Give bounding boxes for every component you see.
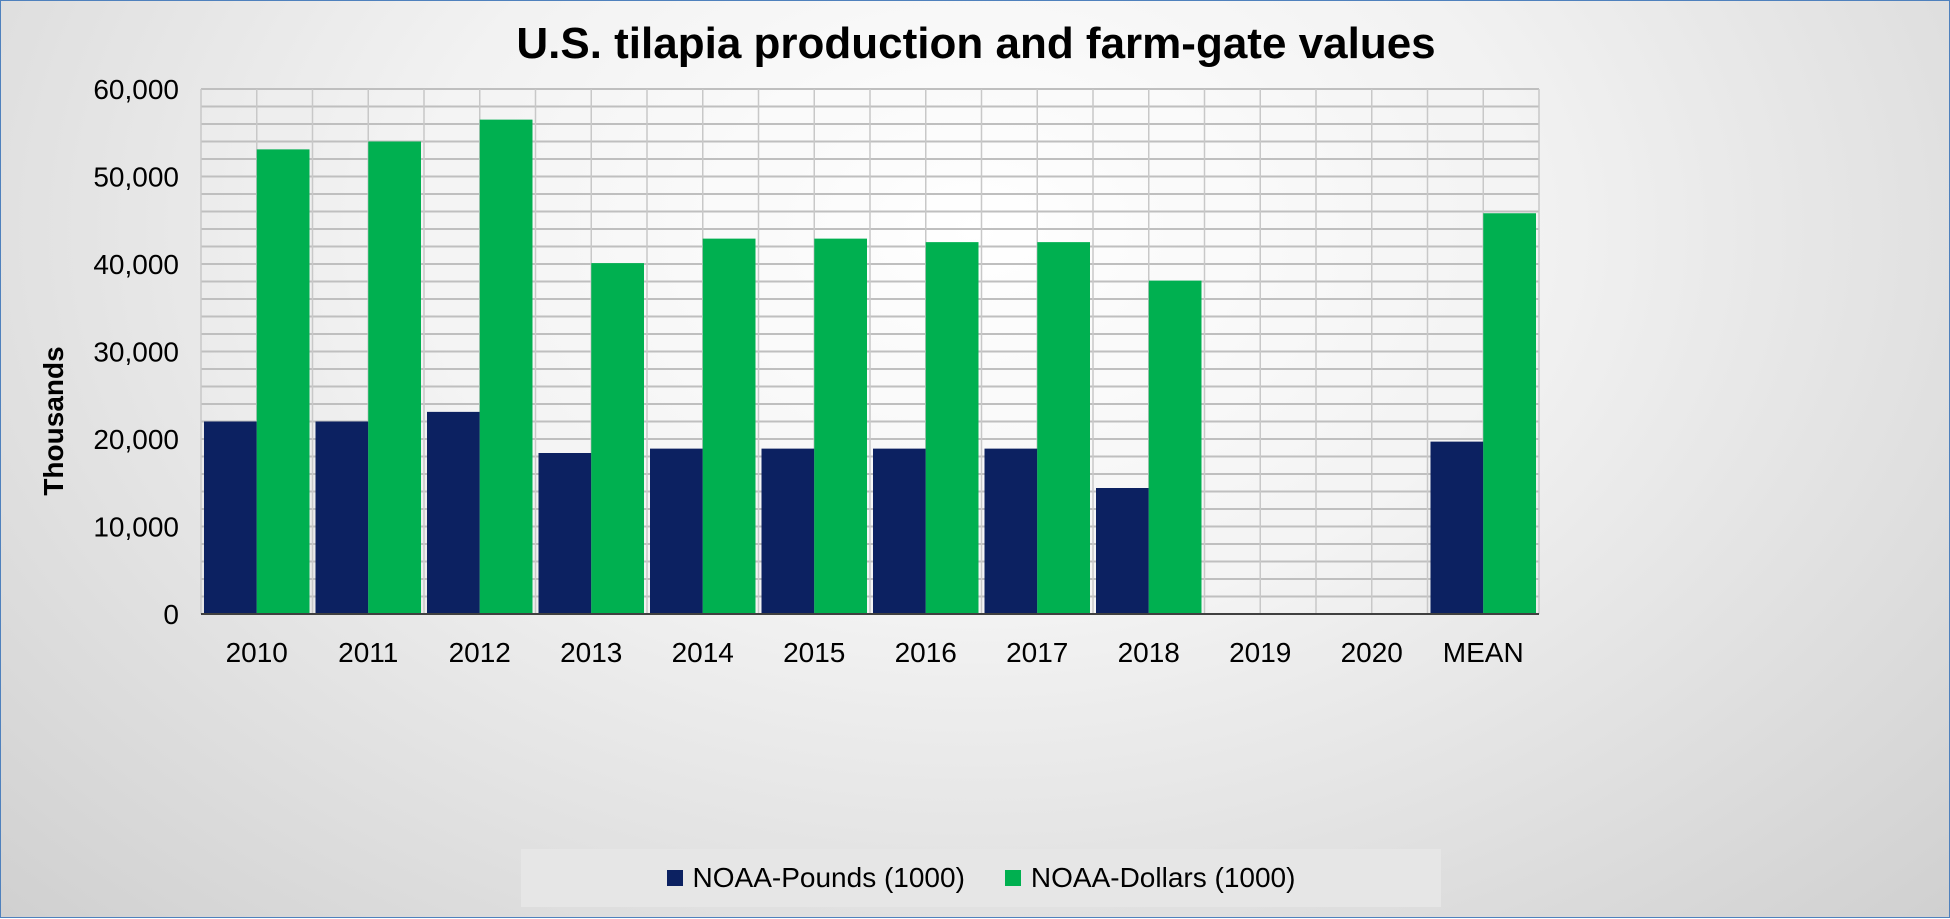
x-tick-label: 2010 — [226, 637, 288, 668]
bar-dollars-2011 — [368, 141, 421, 614]
legend-item-pounds: NOAA-Pounds (1000) — [666, 862, 965, 894]
y-tick-label: 60,000 — [93, 74, 179, 105]
legend-label-pounds: NOAA-Pounds (1000) — [692, 862, 965, 893]
legend-label-dollars: NOAA-Dollars (1000) — [1030, 862, 1296, 893]
x-tick-label: 2017 — [1006, 637, 1068, 668]
bar-pounds-2012 — [427, 411, 480, 614]
bar-pounds-2014 — [650, 448, 703, 614]
bar-dollars-2014 — [702, 238, 756, 614]
y-tick-label: 40,000 — [93, 249, 179, 280]
bar-dollars-2010 — [256, 149, 310, 614]
bar-dollars-2012 — [479, 119, 533, 614]
y-tick-label: 30,000 — [93, 337, 179, 368]
bar-dollars-2013 — [591, 263, 644, 614]
x-tick-label: 2015 — [783, 637, 845, 668]
y-tick-label: 20,000 — [93, 424, 179, 455]
x-tick-label: MEAN — [1443, 637, 1524, 668]
bar-pounds-2010 — [204, 421, 257, 614]
bar-pounds-2013 — [538, 453, 592, 614]
bar-pounds-MEAN — [1430, 441, 1484, 614]
y-tick-label: 10,000 — [93, 512, 179, 543]
x-tick-label: 2012 — [449, 637, 511, 668]
x-tick-label: 2014 — [672, 637, 734, 668]
bar-dollars-MEAN — [1483, 213, 1536, 614]
legend: NOAA-Pounds (1000) NOAA-Dollars (1000) — [521, 849, 1441, 907]
bar-pounds-2016 — [873, 448, 926, 614]
legend-swatch-dollars — [1004, 870, 1021, 886]
bar-pounds-2018 — [1096, 488, 1149, 614]
bar-pounds-2015 — [761, 448, 815, 614]
bar-pounds-2017 — [984, 448, 1038, 614]
chart-title: U.S. tilapia production and farm-gate va… — [516, 19, 1436, 68]
legend-item-dollars: NOAA-Dollars (1000) — [1004, 862, 1296, 894]
legend-swatch-pounds — [666, 870, 683, 886]
x-tick-label: 2018 — [1118, 637, 1180, 668]
bar-dollars-2016 — [925, 242, 979, 614]
x-tick-label: 2013 — [560, 637, 622, 668]
y-tick-label: 50,000 — [93, 162, 179, 193]
x-tick-label: 2020 — [1341, 637, 1403, 668]
bar-dollars-2015 — [814, 238, 867, 614]
x-tick-label: 2019 — [1229, 637, 1291, 668]
bar-dollars-2018 — [1148, 280, 1202, 614]
bar-dollars-2017 — [1037, 242, 1090, 614]
x-tick-label: 2011 — [338, 637, 398, 668]
x-tick-label: 2016 — [895, 637, 957, 668]
y-tick-label: 0 — [163, 599, 179, 630]
bar-pounds-2011 — [315, 421, 369, 614]
